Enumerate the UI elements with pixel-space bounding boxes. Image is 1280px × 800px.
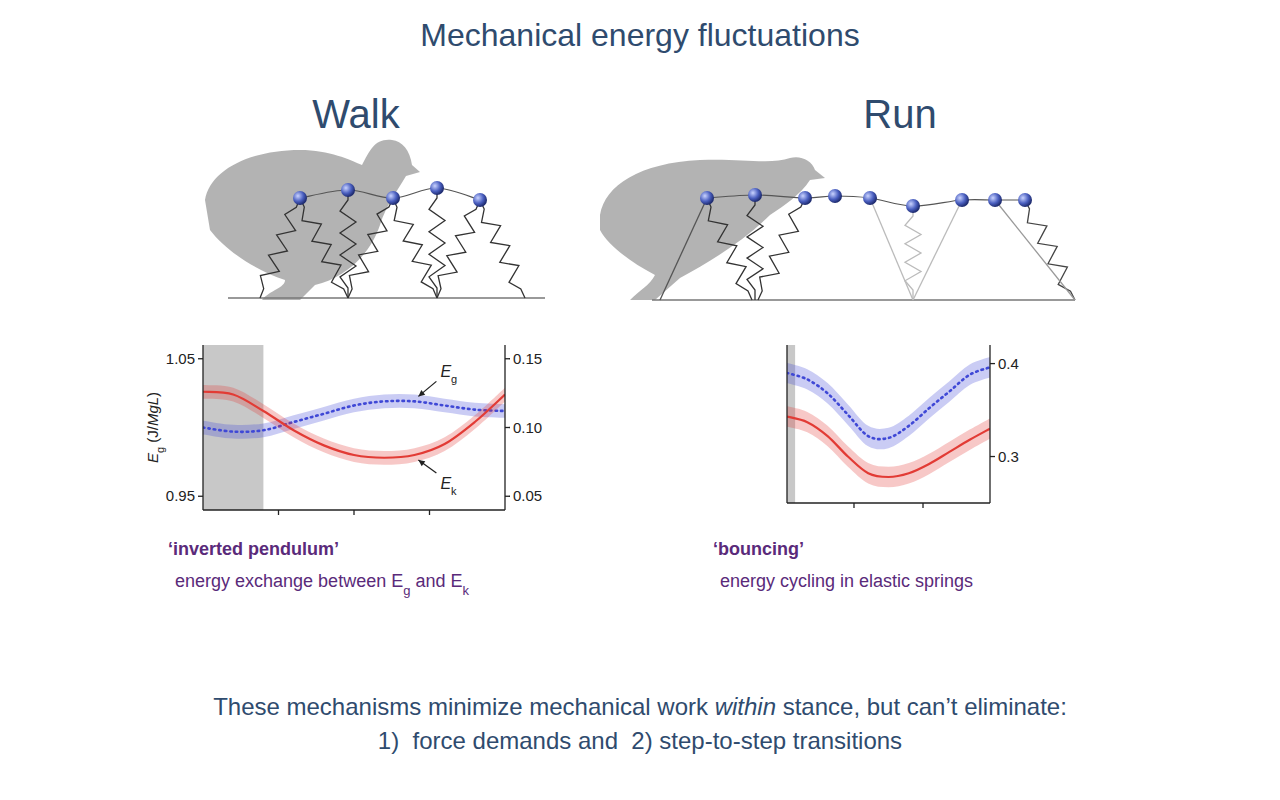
series-line [203, 392, 505, 458]
spring [393, 198, 437, 298]
panel-heading: Walk [312, 92, 400, 136]
com-ball [293, 191, 307, 205]
slide-title: Mechanical energy fluctuations [420, 17, 859, 53]
panel-heading: Run [863, 92, 936, 136]
arrow-head [418, 460, 425, 466]
axis-left [202, 345, 203, 510]
spring [480, 200, 525, 298]
y-tick [198, 496, 203, 497]
running-bird [600, 157, 825, 300]
caption-text-part: g [403, 583, 410, 598]
caption-text-part: k [462, 583, 469, 598]
spring [758, 198, 805, 300]
axis-right [989, 345, 990, 503]
ground [228, 297, 545, 299]
caption-text: energy exchange between Eg and Ek [175, 571, 469, 598]
leg-line [995, 200, 1075, 300]
com-ball [863, 191, 877, 205]
com-ball [386, 191, 400, 205]
plot-area [787, 345, 990, 503]
y2-tick-label: 0.05 [513, 487, 542, 504]
y-axis-title-part: ) [144, 392, 161, 397]
spring [905, 206, 921, 300]
annotation: Eg [440, 363, 457, 385]
com-ball [473, 193, 487, 207]
com-ball [700, 191, 714, 205]
x-tick [922, 503, 923, 508]
y2-tick [505, 496, 510, 497]
y2-tick [505, 427, 510, 428]
com-ball [955, 193, 969, 207]
chart: 0.3 0.4 [787, 345, 1019, 508]
y-axis-title: Eg (J/MgL) [144, 392, 166, 463]
annotation-sub: k [451, 485, 457, 497]
y2-tick-label: 0.4 [998, 355, 1019, 372]
footer-line-part: These mechanisms minimize mechanical wor… [213, 693, 715, 720]
caption-title: ‘bouncing’ [713, 539, 804, 559]
ground [652, 299, 1075, 301]
y2-tick-label: 0.15 [513, 350, 542, 367]
y-tick-label: 1.05 [166, 350, 195, 367]
footer-line-part: 1) force demands and 2) step-to-step tra… [378, 727, 902, 754]
spring [340, 190, 356, 298]
spring [1025, 200, 1075, 300]
annotation-sub: g [451, 373, 457, 385]
spring [260, 198, 300, 298]
y-tick-label: 0.95 [166, 487, 195, 504]
annotation-main: E [440, 475, 451, 492]
com-ball [988, 193, 1002, 207]
leg-line [660, 198, 707, 300]
footer-line: 1) force demands and 2) step-to-step tra… [378, 727, 902, 754]
y2-tick-label: 0.3 [998, 448, 1019, 465]
caption-text-part: energy exchange between E [175, 571, 403, 591]
spring [348, 198, 393, 298]
spring [707, 198, 752, 300]
annotation-arrow [418, 381, 436, 396]
chart: 0.951.050.050.100.15Eg (J/MgL)EgEk [144, 345, 542, 515]
footer-line: These mechanisms minimize mechanical wor… [213, 693, 1067, 720]
caption-text-part: energy cycling in elastic springs [720, 571, 973, 591]
slide: Mechanical energy fluctuations Walk Run 0.9… [0, 0, 1280, 800]
annotation-main: E [440, 363, 451, 380]
annotation: Ek [440, 475, 457, 497]
com-ball [430, 181, 444, 195]
spring [429, 188, 445, 298]
caption-text-part: and E [410, 571, 462, 591]
x-tick [278, 510, 279, 515]
y2-tick [505, 358, 510, 359]
y2-tick [990, 456, 995, 457]
caption-title: ‘inverted pendulum’ [168, 539, 339, 559]
com-ball [798, 191, 812, 205]
caption-text: energy cycling in elastic springs [720, 571, 973, 591]
com-ball [748, 188, 762, 202]
axis-left [786, 345, 787, 503]
y-axis-title-part: (J/ [144, 425, 161, 447]
com-ball [828, 189, 842, 203]
x-tick [353, 510, 354, 515]
error-band [203, 385, 505, 465]
com-ball [906, 199, 920, 213]
spring [437, 200, 480, 298]
spring [300, 198, 348, 298]
com-ball [341, 183, 355, 197]
leg-line [870, 198, 913, 300]
axis-bottom [787, 502, 990, 503]
y-tick [198, 358, 203, 359]
y-axis-title-part: MgL [144, 397, 161, 426]
y2-tick-label: 0.10 [513, 419, 542, 436]
x-tick [429, 510, 430, 515]
annotation-arrow [418, 460, 436, 473]
x-tick [853, 503, 854, 508]
walking-bird [205, 140, 420, 300]
footer-line-part: within [715, 693, 776, 720]
error-band [787, 406, 990, 487]
footer-line-part: stance, but can’t eliminate: [776, 693, 1067, 720]
series-line [787, 417, 990, 477]
arrow-head [418, 390, 425, 396]
com-ball [1018, 193, 1032, 207]
y2-tick [990, 363, 995, 364]
plot-area [203, 345, 505, 510]
leg-line [913, 200, 962, 300]
